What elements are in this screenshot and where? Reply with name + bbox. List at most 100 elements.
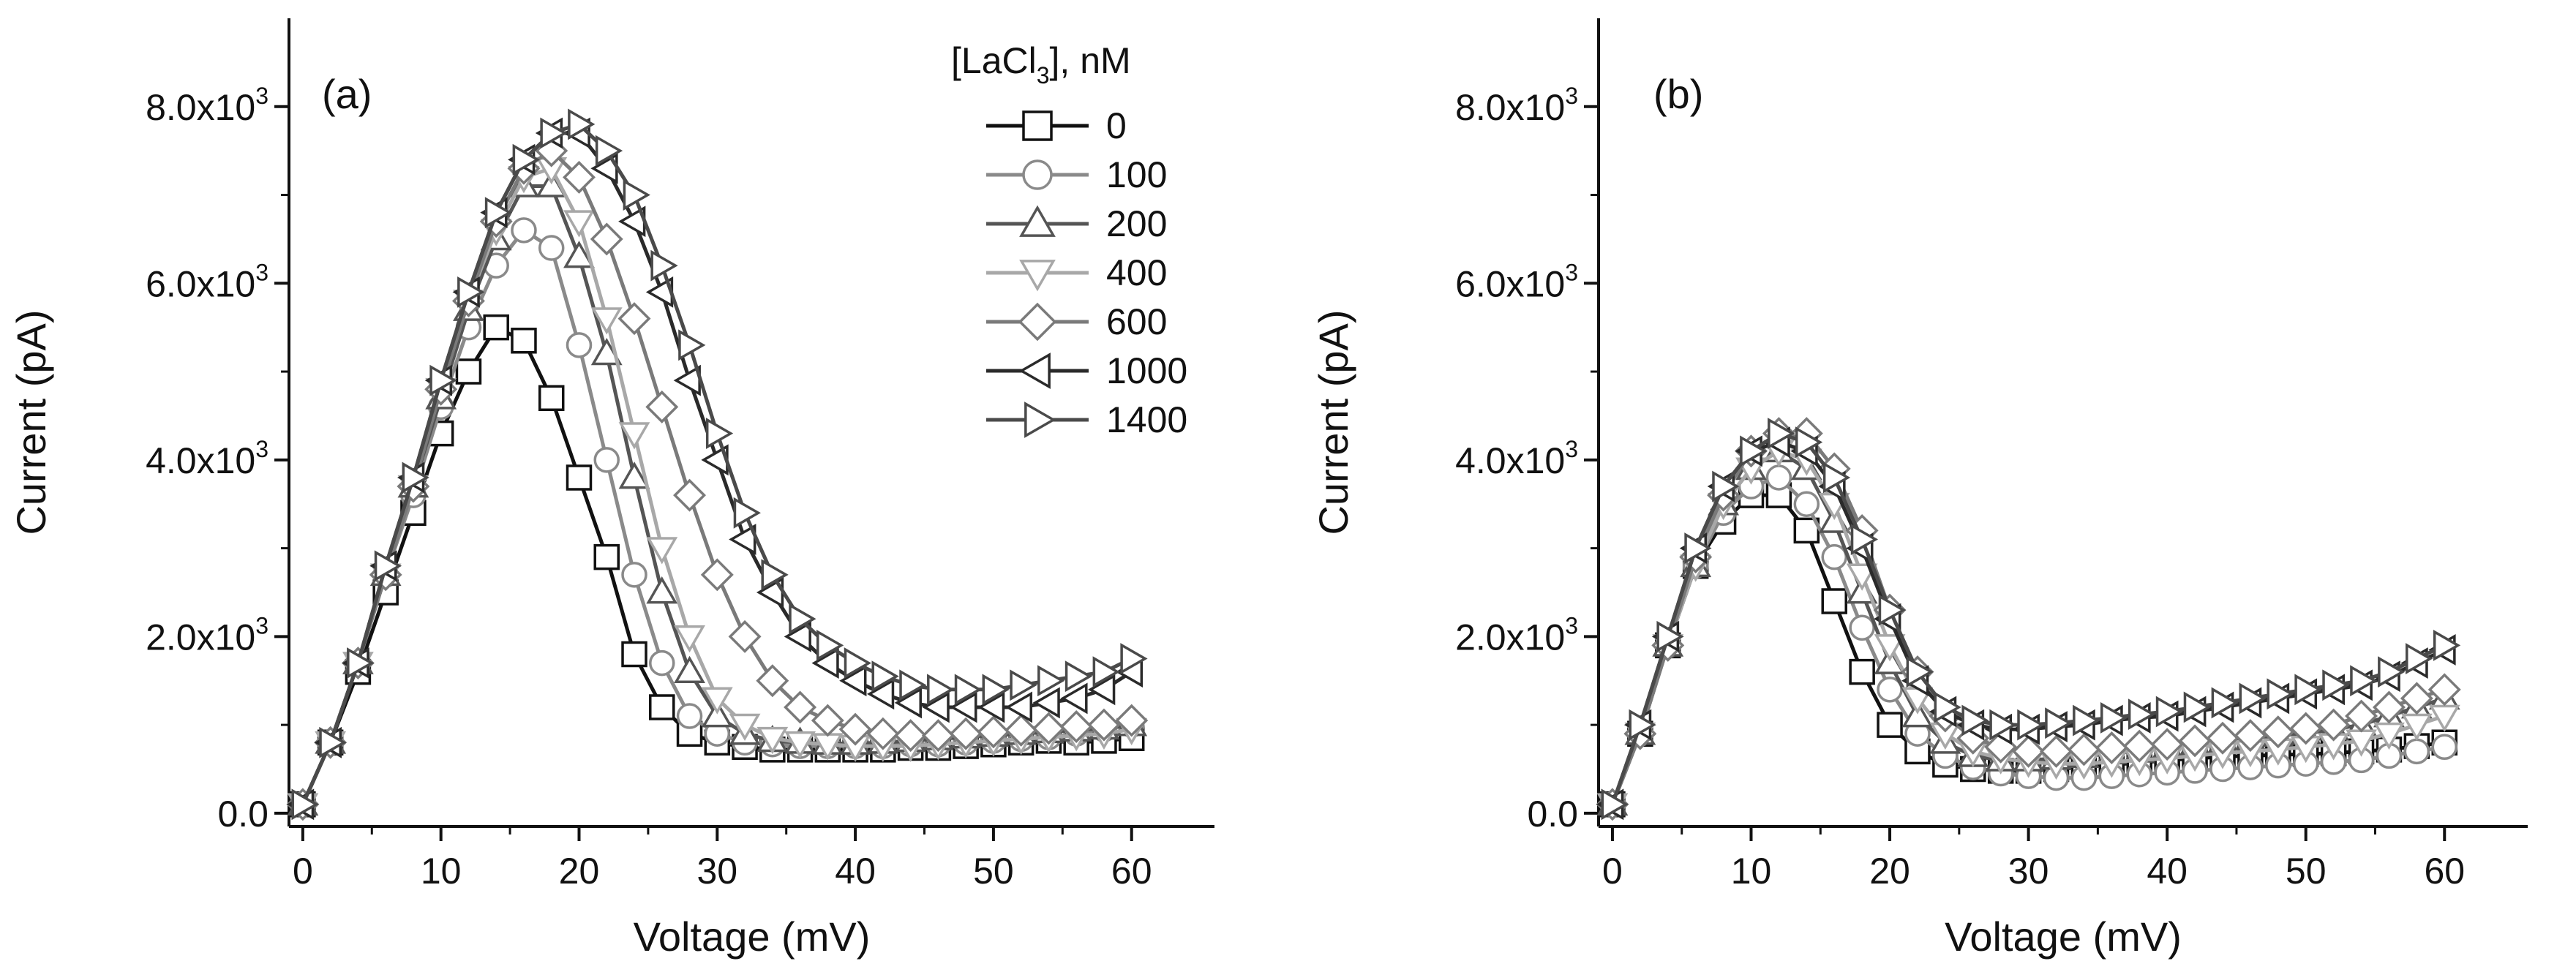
data-point <box>590 222 623 256</box>
data-point <box>866 678 895 710</box>
data-point <box>866 717 900 750</box>
data-point <box>2100 702 2128 734</box>
data-point <box>1768 418 1795 450</box>
data-point <box>838 712 872 746</box>
data-point <box>1961 704 1989 736</box>
data-point <box>1821 543 1847 570</box>
data-point <box>2211 687 2239 719</box>
data-point <box>1060 682 1088 715</box>
y-tick-exponent: 3 <box>255 436 269 462</box>
data-point <box>568 108 596 140</box>
data-point <box>621 641 647 668</box>
data-point <box>1846 563 1878 591</box>
data-point <box>2322 669 2350 701</box>
data-point <box>761 559 789 591</box>
data-point <box>954 674 983 706</box>
data-point <box>784 731 816 759</box>
legend-marker <box>1022 110 1053 141</box>
data-point <box>1684 532 1712 565</box>
y-tick-label: 8.0x103 <box>1455 83 1578 128</box>
y-tick-label: 4.0x103 <box>146 436 269 481</box>
data-point <box>621 562 647 588</box>
data-point <box>563 160 596 194</box>
data-point <box>1005 713 1038 747</box>
x-axis-title: Voltage (mV) <box>634 913 871 960</box>
data-point <box>1037 665 1065 697</box>
data-point <box>1874 634 1906 662</box>
data-point <box>1629 709 1656 741</box>
data-point <box>977 691 1005 723</box>
y-tick-label: 2.0x103 <box>146 612 269 658</box>
data-point <box>977 715 1010 749</box>
data-point <box>1010 669 1037 701</box>
panel-tag: (a) <box>322 71 372 117</box>
data-point <box>590 307 623 335</box>
data-point <box>649 694 675 720</box>
data-point <box>1115 704 1149 737</box>
data-point <box>894 687 922 719</box>
data-point <box>705 418 734 450</box>
data-point <box>2178 724 2212 758</box>
legend-marker <box>1018 353 1051 389</box>
data-point <box>2400 713 2433 742</box>
data-point <box>1989 709 2017 741</box>
y-tick-exponent: 3 <box>255 83 269 109</box>
data-point <box>700 558 734 592</box>
data-point <box>2350 665 2378 697</box>
data-point <box>673 478 707 512</box>
data-point <box>2045 707 2073 739</box>
legend-label: 200 <box>1106 203 1167 244</box>
data-point <box>538 385 565 412</box>
data-point <box>2067 733 2100 766</box>
data-point <box>1877 677 1903 703</box>
data-point <box>1087 708 1121 742</box>
data-point <box>678 329 706 361</box>
panel-a: 0 10 20 30 40 50 600.02.0x1034.0x1036.0x1038.0… <box>8 18 1214 960</box>
data-point <box>922 691 950 723</box>
data-point <box>374 550 402 582</box>
data-point <box>2128 698 2156 731</box>
data-point <box>2122 729 2156 763</box>
data-point <box>2406 643 2433 674</box>
data-point <box>646 576 678 604</box>
data-point <box>1059 710 1093 744</box>
y-tick-label: 4.0x103 <box>1455 436 1578 481</box>
data-point <box>871 660 899 693</box>
data-point <box>1793 517 1820 544</box>
data-point <box>483 314 509 341</box>
data-point <box>949 717 983 750</box>
data-point <box>595 135 623 167</box>
data-point <box>2289 712 2323 745</box>
data-point <box>1601 788 1629 821</box>
data-point <box>2017 709 2045 741</box>
x-tick-label: 30 <box>2008 851 2049 892</box>
data-point <box>756 664 789 698</box>
x-tick-label: 40 <box>2147 851 2188 892</box>
data-point <box>649 649 675 677</box>
x-tick-label: 30 <box>696 851 737 892</box>
x-tick-label: 50 <box>973 851 1014 892</box>
y-tick-exponent: 3 <box>1565 612 1578 638</box>
data-point <box>816 630 844 661</box>
y-tick-label: 6.0x103 <box>146 259 269 304</box>
data-point <box>618 461 650 489</box>
data-point <box>839 665 867 697</box>
data-point <box>1849 658 1875 685</box>
data-point <box>2403 738 2430 765</box>
data-point <box>674 655 705 684</box>
legend-item-600: 600 <box>986 301 1167 342</box>
data-point <box>347 647 375 679</box>
data-point <box>1032 687 1060 719</box>
legend-label: 400 <box>1106 252 1167 293</box>
y-tick-label: 0.0 <box>1527 794 1578 835</box>
data-point <box>2150 728 2184 761</box>
data-point <box>2234 719 2267 753</box>
data-point <box>563 210 595 238</box>
data-point <box>429 364 457 396</box>
legend-label: 1000 <box>1106 350 1187 391</box>
data-point <box>2378 656 2406 688</box>
y-tick-exponent: 3 <box>255 612 269 638</box>
data-point <box>618 422 650 450</box>
data-point <box>512 143 540 176</box>
